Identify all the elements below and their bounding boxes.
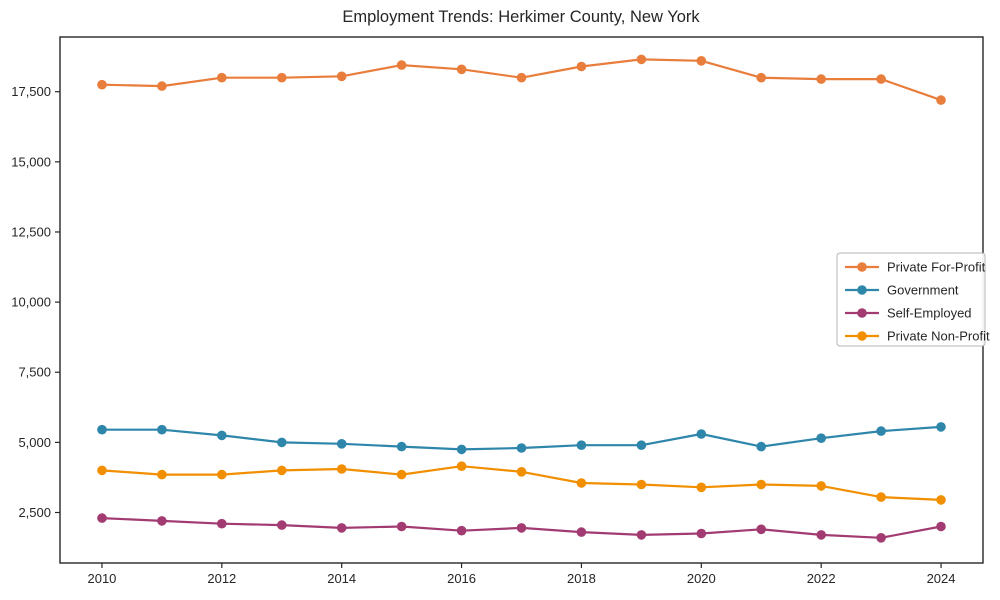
data-point-marker [636, 530, 647, 540]
data-point-marker [336, 439, 347, 449]
data-point-marker [336, 464, 347, 474]
data-point-marker [277, 437, 287, 448]
data-point-marker [217, 518, 227, 529]
data-point-marker [516, 72, 527, 83]
data-point-marker [936, 422, 946, 432]
data-point-marker [576, 61, 587, 72]
data-point-marker [816, 433, 826, 444]
x-tick-label: 2012 [207, 571, 236, 586]
data-point-marker [696, 482, 707, 493]
data-point-marker [157, 81, 167, 91]
y-tick-label: 7,500 [18, 365, 51, 380]
data-point-marker [756, 479, 766, 490]
data-point-marker [756, 72, 766, 83]
data-point-marker [816, 481, 826, 491]
data-point-marker [516, 443, 527, 453]
data-point-marker [157, 469, 167, 480]
x-tick-label: 2018 [567, 571, 596, 586]
data-point-marker [876, 533, 886, 543]
x-tick-label: 2010 [87, 571, 116, 586]
data-point-marker [876, 74, 886, 84]
legend-box [836, 252, 986, 347]
legend-label: Private Non-Profit [887, 329, 990, 344]
data-point-marker [217, 72, 227, 83]
data-point-marker [277, 520, 287, 530]
x-tick-label: 2016 [447, 571, 476, 586]
data-point-marker [97, 424, 107, 435]
data-point-marker [696, 429, 707, 439]
data-point-marker [157, 424, 167, 435]
y-tick-label: 17,500 [11, 84, 51, 99]
data-point-marker [756, 441, 766, 452]
axes-layer: 2010 2012 2014 2016 2018 2020 2022 2024 2,500 5,0… [11, 84, 955, 586]
legend: Private For-Profit Government Self-Employe… [836, 252, 990, 347]
x-tick-label: 2020 [687, 571, 716, 586]
data-point-marker [576, 440, 587, 451]
data-point-marker [816, 530, 826, 540]
data-point-marker [636, 54, 647, 65]
data-point-marker [217, 469, 227, 480]
data-point-marker [336, 71, 347, 82]
data-point-marker [636, 440, 647, 451]
data-point-marker [576, 478, 587, 488]
data-point-marker [636, 479, 647, 490]
x-tick-label: 2014 [327, 571, 356, 586]
data-point-marker [217, 430, 227, 441]
legend-label: Government [887, 283, 959, 298]
data-point-marker [97, 465, 107, 476]
data-point-marker [936, 495, 946, 505]
data-point-marker [97, 513, 107, 523]
data-point-marker [396, 441, 407, 452]
data-point-marker [696, 56, 707, 66]
legend-swatch-marker [857, 331, 867, 341]
y-tick-label: 2,500 [18, 505, 51, 520]
data-point-marker [516, 523, 527, 533]
data-point-marker [396, 469, 407, 480]
y-tick-label: 15,000 [11, 154, 51, 169]
legend-swatch-marker [857, 308, 867, 318]
data-point-marker [816, 74, 826, 84]
data-point-marker [456, 444, 467, 455]
data-point-marker [277, 465, 287, 476]
data-point-marker [696, 528, 707, 539]
data-series-layer [97, 54, 946, 543]
data-point-marker [336, 523, 347, 533]
data-point-marker [97, 79, 107, 90]
data-point-marker [456, 461, 467, 472]
x-tick-label: 2024 [927, 571, 956, 586]
data-point-marker [576, 527, 587, 537]
data-point-marker [396, 521, 407, 532]
data-point-marker [876, 426, 886, 436]
data-point-marker [756, 524, 766, 535]
data-point-marker [396, 60, 407, 70]
y-tick-label: 10,000 [11, 295, 51, 310]
legend-swatch-marker [857, 262, 867, 272]
y-tick-label: 12,500 [11, 224, 51, 239]
data-point-marker [456, 64, 467, 75]
legend-label: Private For-Profit [887, 260, 986, 275]
data-point-marker [456, 525, 467, 536]
x-tick-label: 2022 [807, 571, 836, 586]
data-point-marker [876, 492, 886, 502]
data-point-marker [277, 72, 287, 83]
legend-label: Self-Employed [887, 306, 972, 321]
y-tick-label: 5,000 [18, 435, 51, 450]
data-point-marker [936, 95, 946, 105]
data-point-marker [516, 467, 527, 477]
legend-swatch-marker [857, 285, 867, 295]
chart-title: Employment Trends: Herkimer County, New … [342, 8, 700, 26]
data-point-marker [157, 516, 167, 526]
data-point-marker [936, 521, 946, 532]
